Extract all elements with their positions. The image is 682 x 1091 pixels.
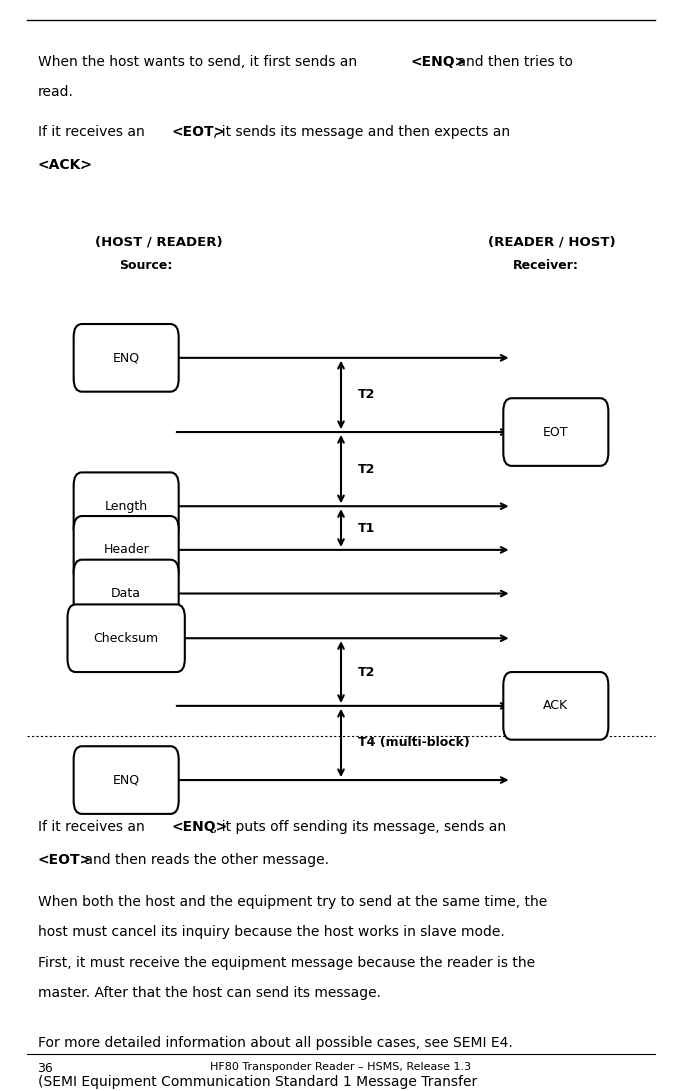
FancyBboxPatch shape <box>503 672 608 740</box>
FancyBboxPatch shape <box>74 472 179 540</box>
Text: T4 (multi-block): T4 (multi-block) <box>358 736 470 750</box>
Text: If it receives an: If it receives an <box>38 125 149 140</box>
Text: <EOT>: <EOT> <box>171 125 226 140</box>
FancyBboxPatch shape <box>503 398 608 466</box>
Text: ENQ: ENQ <box>113 351 140 364</box>
Text: T1: T1 <box>358 521 375 535</box>
Text: HF80 Transponder Reader – HSMS, Release 1.3: HF80 Transponder Reader – HSMS, Release … <box>211 1062 471 1071</box>
Text: EOT: EOT <box>543 425 569 439</box>
Text: , it puts off sending its message, sends an: , it puts off sending its message, sends… <box>213 820 507 835</box>
Text: Data: Data <box>111 587 141 600</box>
Text: T2: T2 <box>358 463 375 476</box>
Text: ENQ: ENQ <box>113 774 140 787</box>
Text: When the host wants to send, it first sends an: When the host wants to send, it first se… <box>38 55 361 69</box>
Text: When both the host and the equipment try to send at the same time, the: When both the host and the equipment try… <box>38 895 547 909</box>
FancyBboxPatch shape <box>74 324 179 392</box>
FancyBboxPatch shape <box>74 746 179 814</box>
Text: For more detailed information about all possible cases, see SEMI E4.: For more detailed information about all … <box>38 1036 512 1051</box>
Text: First, it must receive the equipment message because the reader is the: First, it must receive the equipment mes… <box>38 956 535 970</box>
Text: .: . <box>80 158 84 172</box>
Text: (HOST / READER): (HOST / READER) <box>95 236 223 249</box>
Text: ACK: ACK <box>544 699 568 712</box>
Text: (READER / HOST): (READER / HOST) <box>488 236 615 249</box>
Text: <ACK>: <ACK> <box>38 158 93 172</box>
Text: <ENQ>: <ENQ> <box>411 55 466 69</box>
Text: Header: Header <box>103 543 149 556</box>
Text: and then reads the other message.: and then reads the other message. <box>80 853 329 867</box>
Text: (SEMI Equipment Communication Standard 1 Message Transfer: (SEMI Equipment Communication Standard 1… <box>38 1075 477 1089</box>
FancyBboxPatch shape <box>68 604 185 672</box>
Text: Checksum: Checksum <box>93 632 159 645</box>
Text: and then tries to: and then tries to <box>453 55 573 69</box>
Text: <ENQ>: <ENQ> <box>171 820 227 835</box>
Text: master. After that the host can send its message.: master. After that the host can send its… <box>38 986 381 1000</box>
Text: If it receives an: If it receives an <box>38 820 149 835</box>
Text: T2: T2 <box>358 388 375 401</box>
Text: 36: 36 <box>38 1062 53 1075</box>
FancyBboxPatch shape <box>74 560 179 627</box>
Text: Source:: Source: <box>119 259 173 272</box>
Text: <EOT>: <EOT> <box>38 853 92 867</box>
Text: read.: read. <box>38 85 74 99</box>
Text: host must cancel its inquiry because the host works in slave mode.: host must cancel its inquiry because the… <box>38 925 504 939</box>
Text: T2: T2 <box>358 666 375 679</box>
Text: Length: Length <box>104 500 148 513</box>
FancyBboxPatch shape <box>74 516 179 584</box>
Text: , it sends its message and then expects an: , it sends its message and then expects … <box>213 125 511 140</box>
Text: Receiver:: Receiver: <box>513 259 579 272</box>
